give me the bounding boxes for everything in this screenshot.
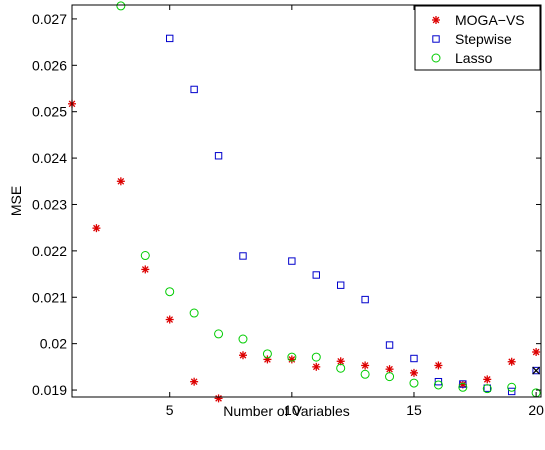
point-circle-2-16 (507, 382, 517, 392)
x-tick-label: 5 (166, 402, 174, 418)
point-circle-2-14 (458, 382, 468, 392)
point-circle-2-5 (238, 334, 248, 344)
legend-marker-circle (431, 53, 441, 63)
data-points (68, 1, 541, 403)
point-asterisk-0-1 (92, 224, 101, 233)
point-circle-2-13 (433, 380, 443, 390)
point-asterisk-0-9 (287, 355, 296, 364)
point-circle-2-3 (189, 308, 199, 318)
highlight-x-marker (532, 366, 541, 375)
point-circle-2-0 (116, 1, 126, 11)
point-asterisk-0-4 (165, 315, 174, 324)
y-tick-label: 0.021 (32, 289, 67, 305)
point-asterisk-0-7 (238, 351, 247, 360)
point-square-1-13 (507, 387, 516, 396)
point-asterisk-0-5 (190, 377, 199, 386)
y-tick-label: 0.02 (40, 336, 67, 352)
point-asterisk-0-2 (116, 177, 125, 186)
point-square-1-6 (336, 281, 345, 289)
legend-marker-square (432, 35, 440, 43)
point-asterisk-0-13 (385, 365, 394, 374)
point-asterisk-0-6 (214, 394, 223, 403)
y-axis-title: MSE (8, 186, 24, 216)
y-tick-label: 0.025 (32, 104, 67, 120)
point-circle-2-12 (409, 378, 419, 388)
x-tick-label: 10 (284, 402, 300, 418)
point-asterisk-0-19 (532, 348, 541, 357)
y-tick-label: 0.019 (32, 382, 67, 398)
legend-label: Stepwise (455, 31, 512, 47)
point-square-1-1 (190, 85, 198, 94)
point-circle-2-7 (287, 352, 297, 362)
point-square-1-10 (434, 377, 443, 386)
legend-marker-asterisk (432, 16, 440, 24)
y-tick-label: 0.027 (32, 11, 67, 27)
point-asterisk-0-10 (312, 362, 321, 371)
point-circle-2-4 (214, 329, 224, 339)
axes: 0.019 0.02 0.021 0.022 0.023 0.024 0.025 0.026 0… (8, 4, 544, 419)
legend-label: Lasso (455, 50, 493, 66)
y-tick-label: 0.023 (32, 196, 67, 212)
point-square-1-0 (166, 34, 174, 43)
point-circle-2-15 (482, 384, 492, 394)
point-square-1-11 (459, 380, 467, 388)
y-tick-label: 0.022 (32, 243, 67, 259)
point-asterisk-0-14 (409, 368, 418, 377)
y-tick-label: 0.024 (32, 150, 67, 166)
y-tick-label: 0.026 (32, 57, 67, 73)
point-square-1-4 (288, 257, 296, 265)
point-asterisk-0-12 (361, 361, 370, 370)
point-square-1-14 (532, 366, 540, 375)
point-circle-2-11 (385, 372, 395, 382)
point-circle-2-2 (165, 287, 175, 297)
point-circle-2-10 (360, 369, 370, 379)
point-square-1-5 (312, 271, 320, 279)
x-tick-label: 20 (528, 402, 544, 418)
point-asterisk-0-18 (507, 357, 516, 366)
point-circle-2-1 (140, 251, 150, 261)
point-asterisk-0-15 (434, 361, 443, 370)
point-circle-2-6 (262, 349, 272, 359)
point-square-1-2 (214, 152, 223, 160)
point-circle-2-9 (336, 363, 346, 373)
point-asterisk-0-11 (336, 357, 345, 366)
x-tick-label: 15 (406, 402, 422, 418)
point-asterisk-0-17 (483, 375, 492, 384)
point-square-1-8 (385, 341, 394, 349)
point-square-1-3 (239, 252, 247, 260)
point-square-1-7 (361, 295, 369, 304)
axes-frame (71, 4, 542, 398)
x-axis-title: Number of Variables (223, 403, 350, 419)
point-square-1-9 (410, 354, 418, 363)
point-asterisk-0-3 (141, 265, 150, 274)
legend: MOGA−VS Stepwise Lasso (414, 5, 541, 71)
point-circle-2-8 (311, 352, 321, 362)
legend-label: MOGA−VS (455, 12, 525, 28)
